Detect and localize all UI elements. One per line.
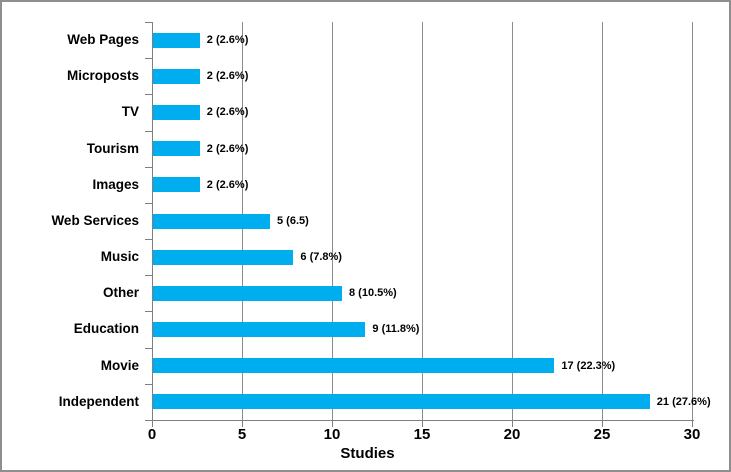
gridline xyxy=(332,22,333,420)
bar-value-label: 2 (2.6%) xyxy=(206,106,249,119)
category-axis-line xyxy=(152,22,153,420)
bar xyxy=(153,213,270,229)
category-axis-tick xyxy=(145,420,152,421)
category-label: Microposts xyxy=(66,68,139,84)
bar-value-label: 21 (27.6%) xyxy=(656,395,711,408)
x-tick-label: 15 xyxy=(413,426,431,443)
gridline xyxy=(512,22,513,420)
x-axis-tick xyxy=(332,421,333,427)
gridline xyxy=(692,22,693,420)
bar-value-label: 9 (11.8%) xyxy=(372,323,420,336)
x-tick-label: 0 xyxy=(147,426,157,443)
x-axis-tick xyxy=(422,421,423,427)
category-label: Tourism xyxy=(86,140,139,156)
bar xyxy=(153,285,342,301)
bar-value-label: 2 (2.6%) xyxy=(206,178,249,191)
category-label: Other xyxy=(102,285,139,301)
category-label: Education xyxy=(73,321,139,337)
category-axis-tick xyxy=(145,348,152,349)
x-axis-tick xyxy=(602,421,603,427)
bar-value-label: 2 (2.6%) xyxy=(206,70,249,83)
category-axis-tick xyxy=(145,131,152,132)
category-label: Web Pages xyxy=(67,32,139,47)
x-axis-tick xyxy=(512,421,513,427)
bar xyxy=(153,322,366,338)
bar-value-label: 5 (6.5) xyxy=(277,214,309,227)
category-label: Web Services xyxy=(51,212,139,228)
x-axis-line xyxy=(145,420,694,421)
x-axis-title: Studies xyxy=(340,445,395,462)
category-axis-tick xyxy=(145,94,152,95)
x-axis-tick xyxy=(242,421,243,427)
bar xyxy=(153,32,200,48)
bar xyxy=(153,249,294,265)
bar xyxy=(153,394,650,410)
category-label: Music xyxy=(100,249,139,265)
category-label: Independent xyxy=(58,393,139,409)
bar-value-label: 2 (2.6%) xyxy=(206,142,249,155)
x-axis-tick xyxy=(152,421,153,427)
category-label: Movie xyxy=(100,357,139,373)
bar-value-label: 8 (10.5%) xyxy=(349,287,397,300)
category-axis-tick xyxy=(145,203,152,204)
bar xyxy=(153,177,200,193)
category-axis-tick xyxy=(145,22,152,23)
x-axis-tick xyxy=(692,421,693,427)
x-tick-label: 30 xyxy=(683,426,701,443)
x-tick-label: 20 xyxy=(503,426,521,443)
category-axis-tick xyxy=(145,275,152,276)
x-tick-label: 5 xyxy=(237,426,247,443)
bar xyxy=(153,68,200,84)
category-label: TV xyxy=(121,104,139,120)
gridline xyxy=(602,22,603,420)
bar xyxy=(153,358,555,374)
category-axis-tick xyxy=(145,167,152,168)
category-axis-tick xyxy=(145,239,152,240)
gridline xyxy=(422,22,423,420)
bar-value-label: 2 (2.6%) xyxy=(206,34,249,46)
bar xyxy=(153,141,200,157)
bar-value-label: 6 (7.8%) xyxy=(300,251,342,264)
category-axis-tick xyxy=(145,384,152,385)
category-axis-tick xyxy=(145,311,152,312)
category-label: Images xyxy=(92,176,139,192)
x-tick-label: 25 xyxy=(593,426,611,443)
category-axis-tick xyxy=(145,58,152,59)
x-tick-label: 10 xyxy=(323,426,341,443)
bar xyxy=(153,104,200,120)
bar-value-label: 17 (22.3%) xyxy=(561,359,616,372)
